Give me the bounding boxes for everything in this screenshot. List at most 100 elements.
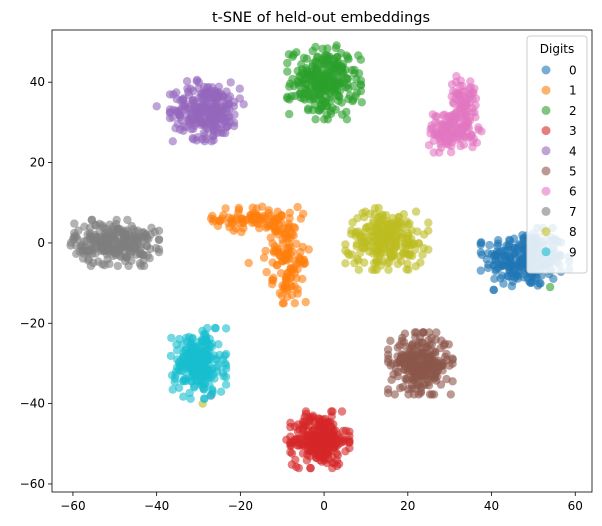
point-digit-8 — [351, 227, 361, 237]
legend-marker — [541, 247, 551, 257]
point-digit-2 — [328, 76, 337, 85]
point-digit-0 — [483, 263, 493, 273]
point-digit-5 — [417, 349, 427, 358]
point-digit-9 — [196, 365, 205, 375]
point-digit-8 — [386, 243, 395, 252]
point-digit-4 — [172, 95, 182, 104]
point-digit-1 — [275, 251, 285, 261]
point-digit-9 — [167, 333, 176, 343]
series-digit-7 — [66, 215, 164, 271]
point-digit-4 — [218, 128, 227, 138]
point-digit-0 — [490, 274, 499, 283]
legend-marker — [541, 85, 551, 95]
point-digit-8 — [341, 240, 350, 249]
point-digit-8 — [372, 221, 382, 230]
point-digit-8 — [394, 213, 404, 222]
point-digit-0 — [477, 250, 486, 259]
point-digit-7 — [112, 248, 121, 257]
point-digit-8 — [402, 234, 411, 243]
point-digit-9 — [216, 387, 226, 396]
point-digit-4 — [207, 137, 216, 146]
point-digit-2 — [320, 80, 329, 90]
point-digit-2 — [333, 91, 342, 100]
legend-item-9: 9 — [541, 245, 577, 259]
point-digit-5 — [410, 328, 420, 337]
y-tick-label: 20 — [30, 156, 45, 170]
point-digit-2 — [283, 67, 292, 76]
point-digit-7 — [114, 227, 123, 236]
x-axis: −60 −40 −20 0 20 40 60 — [60, 492, 583, 513]
point-digit-5 — [434, 356, 443, 365]
point-digit-1 — [287, 290, 297, 300]
legend-item-8: 8 — [541, 225, 577, 239]
point-digit-3 — [314, 446, 323, 455]
point-digit-5 — [413, 358, 423, 367]
point-digit-2 — [288, 52, 297, 61]
legend-label: 9 — [569, 245, 577, 259]
point-digit-1 — [278, 235, 287, 244]
point-digit-2 — [298, 68, 307, 78]
point-digit-9 — [185, 388, 194, 398]
point-digit-6 — [461, 94, 471, 103]
point-digit-4 — [171, 124, 180, 133]
point-digit-5 — [400, 359, 410, 369]
legend-item-5: 5 — [541, 165, 577, 179]
point-digit-1 — [259, 253, 269, 262]
point-digit-2 — [545, 282, 555, 292]
point-digit-8 — [414, 239, 424, 248]
point-digit-0 — [492, 249, 502, 259]
point-digit-4 — [199, 82, 209, 92]
point-digit-3 — [299, 417, 308, 426]
legend-marker — [541, 206, 551, 216]
point-digit-8 — [404, 265, 413, 274]
point-digit-1 — [301, 297, 310, 307]
point-digit-4 — [229, 121, 239, 131]
point-digit-2 — [330, 66, 339, 75]
point-digit-8 — [401, 242, 410, 251]
point-digit-5 — [386, 336, 395, 345]
point-digit-1 — [255, 224, 264, 233]
point-digit-6 — [466, 130, 475, 139]
point-digit-1 — [294, 257, 304, 267]
point-digit-9 — [172, 340, 181, 349]
point-digit-3 — [324, 418, 333, 427]
point-digit-2 — [323, 44, 332, 53]
point-digit-1 — [262, 267, 271, 277]
point-digit-6 — [440, 118, 449, 127]
point-digit-8 — [411, 262, 420, 271]
point-digit-7 — [86, 261, 96, 271]
point-digit-4 — [182, 77, 192, 86]
point-digit-0 — [505, 261, 514, 271]
point-digit-4 — [168, 137, 177, 146]
point-digit-3 — [306, 463, 315, 473]
point-digit-4 — [192, 97, 202, 107]
point-digit-7 — [78, 254, 88, 263]
point-digit-1 — [276, 211, 286, 221]
point-digit-8 — [370, 204, 380, 213]
point-digit-0 — [485, 240, 494, 250]
point-digit-3 — [305, 452, 314, 461]
point-digit-4 — [222, 99, 231, 109]
series-digit-9 — [166, 323, 231, 403]
point-digit-6 — [454, 96, 463, 106]
legend-item-1: 1 — [541, 84, 577, 98]
point-digit-7 — [143, 251, 152, 260]
x-tick-label: 60 — [568, 499, 583, 513]
point-digit-6 — [424, 141, 434, 150]
point-digit-8 — [386, 232, 395, 241]
point-digit-8 — [359, 243, 368, 252]
legend-label: 3 — [569, 124, 577, 138]
legend-marker — [541, 166, 551, 176]
point-digit-2 — [349, 95, 358, 104]
point-digit-7 — [150, 227, 159, 237]
point-digit-4 — [184, 87, 193, 97]
y-tick-label: −40 — [20, 397, 45, 411]
point-digit-7 — [120, 231, 130, 240]
point-digit-1 — [268, 239, 277, 248]
point-digit-9 — [221, 361, 231, 370]
legend-item-3: 3 — [541, 124, 577, 138]
point-digit-5 — [437, 336, 446, 345]
point-digit-8 — [361, 207, 370, 216]
point-digit-3 — [313, 420, 322, 430]
point-digit-0 — [515, 256, 524, 266]
